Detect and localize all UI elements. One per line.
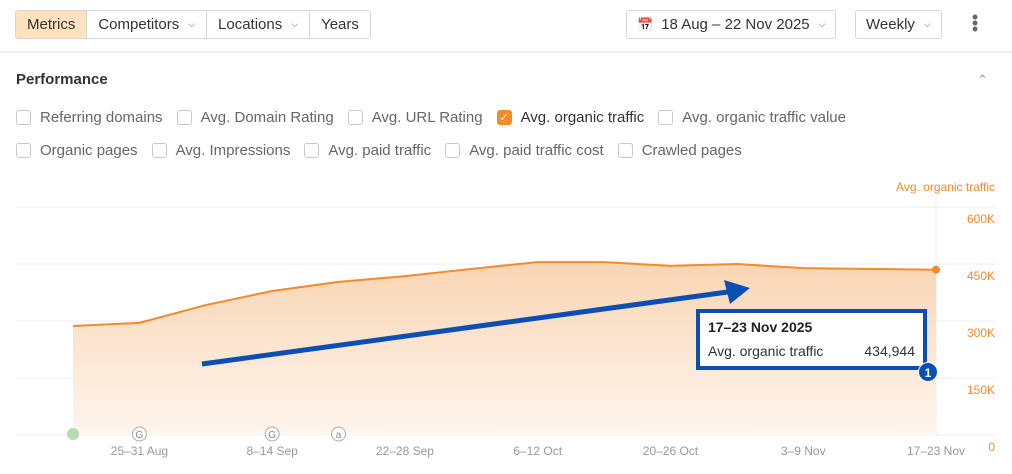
metric-checkbox[interactable]: Referring domains — [16, 109, 163, 126]
tab-label: Years — [321, 16, 359, 33]
metric-checkbox[interactable]: Avg. URL Rating — [347, 109, 483, 126]
metric-checkbox[interactable]: Organic pages — [16, 142, 138, 159]
annotation-label: a — [336, 430, 342, 441]
annotation-marker[interactable] — [331, 426, 347, 442]
y-tick-label: 0 — [988, 440, 995, 454]
y-tick-label: 600K — [967, 212, 995, 226]
metric-label: Avg. URL Rating — [371, 109, 483, 126]
metric-label: Organic pages — [40, 142, 138, 159]
date-range-button[interactable]: 📅 18 Aug – 22 Nov 2025 ⌵ — [626, 10, 837, 39]
metric-label: Avg. paid traffic cost — [469, 142, 604, 159]
chevron-down-icon: ⌵ — [188, 19, 196, 29]
metric-checkbox[interactable]: Crawled pages — [617, 142, 742, 159]
data-point[interactable] — [932, 265, 940, 274]
x-tick-label: 8–14 Sep — [246, 444, 298, 458]
checkbox-icon — [151, 143, 167, 158]
metric-checkbox[interactable]: Avg. organic traffic value — [658, 109, 846, 126]
checkbox-icon — [347, 110, 363, 125]
checkbox-icon — [617, 143, 633, 158]
tab-locations[interactable]: Locations ⌵ — [207, 11, 311, 38]
annotation-label: G — [268, 430, 276, 441]
section-title: Performance — [16, 71, 108, 88]
checkbox-icon: ✓ — [496, 110, 512, 125]
checkbox-icon — [16, 110, 31, 125]
annotation-marker[interactable] — [131, 426, 147, 442]
metric-checkboxes-row-1: Referring domains Avg. Domain Rating Avg. … — [16, 109, 860, 126]
calendar-icon: 📅 — [637, 16, 654, 32]
x-tick-label: 25–31 Aug — [111, 444, 168, 458]
metric-label: Avg. paid traffic — [328, 142, 432, 159]
callout-badge: 1 — [918, 362, 938, 382]
y-tick-label: 150K — [967, 383, 995, 397]
x-tick-label: 17–23 Nov — [907, 444, 965, 458]
chevron-down-icon: ⌵ — [818, 19, 826, 29]
granularity-label: Weekly — [866, 16, 915, 33]
checkbox-icon — [176, 110, 192, 125]
tab-label: Metrics — [27, 16, 76, 33]
checkbox-icon — [16, 143, 31, 158]
chevron-up-icon[interactable]: ⌃ — [977, 72, 988, 87]
divider — [0, 51, 1012, 53]
metric-checkbox[interactable]: Avg. paid traffic — [304, 142, 431, 159]
tooltip-date: 17–23 Nov 2025 — [708, 319, 813, 335]
metric-label: Avg. Impressions — [175, 142, 291, 159]
checkbox-icon — [445, 143, 461, 158]
granularity-dropdown[interactable]: Weekly ⌵ — [855, 10, 942, 39]
y-tick-label: 300K — [967, 326, 995, 340]
annotation-label: G — [135, 430, 143, 441]
chevron-down-icon: ⌵ — [923, 19, 931, 29]
checkbox-icon — [304, 143, 320, 158]
metric-checkbox[interactable]: Avg. paid traffic cost — [445, 142, 604, 159]
callout-arrowhead — [724, 280, 750, 304]
x-tick-label: 6–12 Oct — [513, 444, 562, 458]
metric-checkbox[interactable]: Avg. Impressions — [151, 142, 291, 159]
tooltip-value: 434,944 — [864, 343, 915, 359]
x-tick-label: 22–28 Sep — [376, 444, 434, 458]
metric-checkbox[interactable]: ✓ Avg. organic traffic — [496, 109, 645, 126]
chevron-down-icon: ⌵ — [291, 19, 299, 29]
series-line — [72, 261, 937, 327]
annotation-marker[interactable] — [264, 426, 280, 442]
metric-label: Crawled pages — [641, 142, 742, 159]
metric-label: Avg. Domain Rating — [200, 109, 334, 126]
metric-label: Avg. organic traffic — [520, 109, 645, 126]
area-fill — [73, 262, 936, 435]
tab-metrics[interactable]: Metrics — [16, 11, 88, 38]
annotation-dot[interactable] — [67, 428, 79, 440]
x-tick-label: 20–26 Oct — [643, 444, 699, 458]
metric-label: Referring domains — [40, 109, 163, 126]
more-vertical-icon[interactable]: • • • — [971, 7, 979, 39]
metric-checkboxes-row-2: Organic pages Avg. Impressions Avg. paid t… — [16, 142, 756, 159]
view-toolbar: Metrics Competitors ⌵ Locations ⌵ Years — [15, 10, 371, 39]
tab-competitors[interactable]: Competitors ⌵ — [87, 11, 208, 38]
traffic-chart: Avg. organic traffic 0 150K 300K 450K 600K 25… — [16, 180, 995, 458]
date-range-label: 18 Aug – 22 Nov 2025 — [661, 16, 810, 33]
checkbox-icon — [658, 110, 674, 125]
y-tick-label: 450K — [967, 269, 995, 283]
x-tick-label: 3–9 Nov — [781, 444, 826, 458]
tab-label: Locations — [218, 16, 283, 33]
tab-years[interactable]: Years — [310, 11, 370, 38]
metric-checkbox[interactable]: Avg. Domain Rating — [176, 109, 334, 126]
callout-arrow — [201, 288, 736, 367]
tab-label: Competitors — [98, 16, 180, 33]
y-axis-label: Avg. organic traffic — [896, 180, 995, 194]
tooltip-metric: Avg. organic traffic — [708, 343, 824, 359]
chart-tooltip: 17–23 Nov 2025 Avg. organic traffic 434,9… — [696, 309, 927, 370]
metric-label: Avg. organic traffic value — [682, 109, 846, 126]
